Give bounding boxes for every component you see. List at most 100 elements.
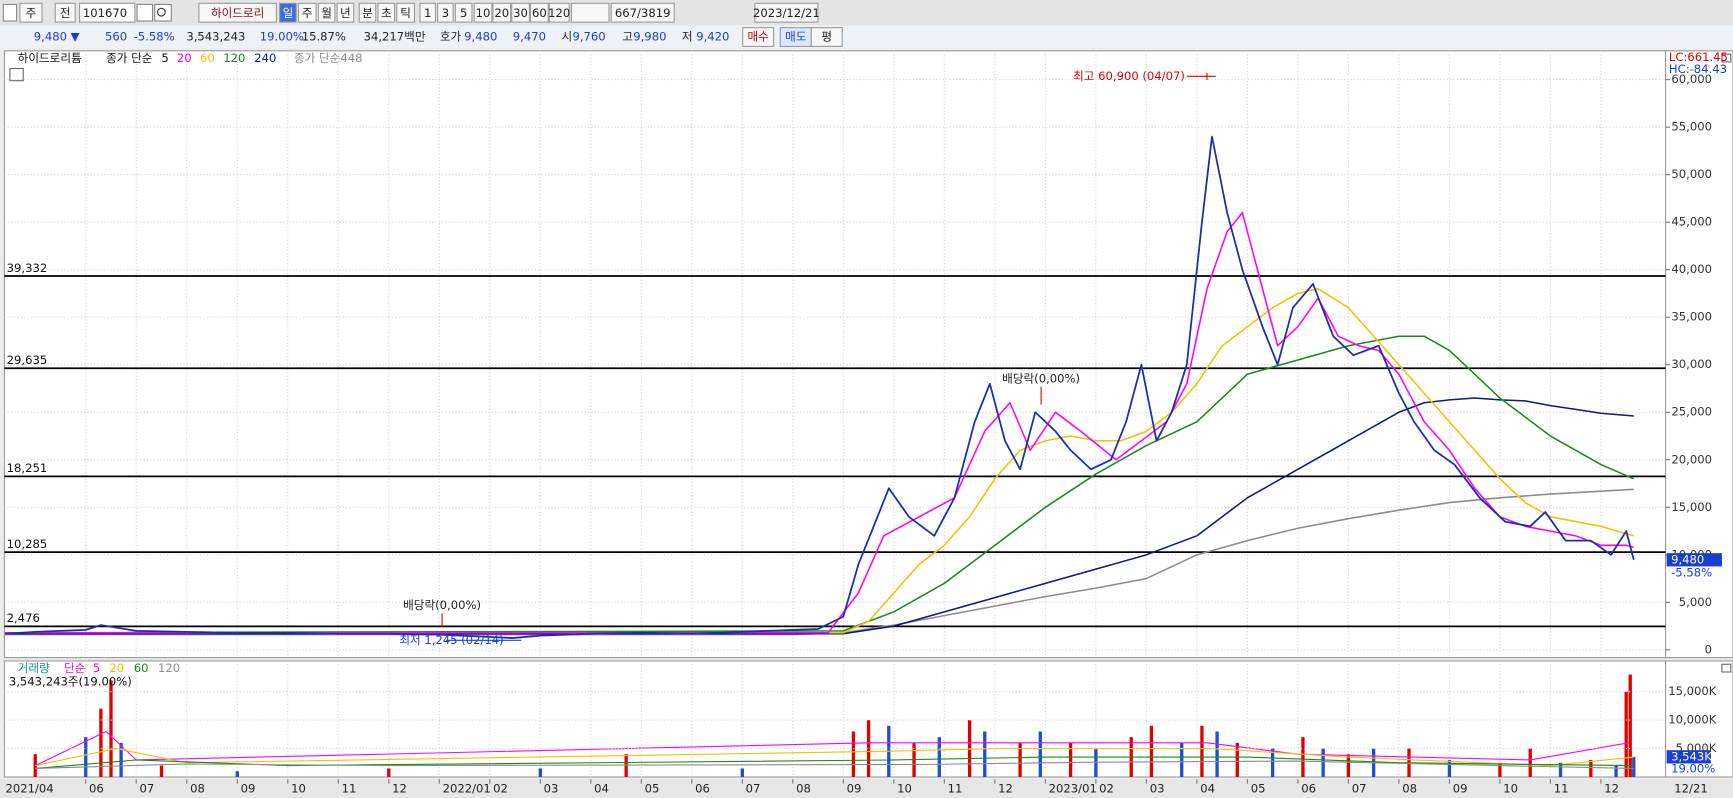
level-label: 18,251	[7, 461, 48, 475]
legend-prefix: 단순	[64, 661, 86, 675]
y-tick-label: 30,000	[1671, 357, 1712, 371]
toolbar-label: 60	[532, 6, 547, 20]
window-icon[interactable]	[2, 3, 18, 22]
toolbar-button[interactable]	[511, 2, 530, 23]
toolbar-label: 30	[513, 6, 528, 20]
volume-bar	[1321, 748, 1325, 777]
legend-entry: 120	[223, 51, 245, 65]
info-value: 3,543,243	[186, 30, 245, 44]
info-value: -5.58%	[134, 30, 175, 44]
x-tick-label: 12	[1604, 782, 1619, 796]
volume-bar	[1215, 731, 1219, 777]
legend-entry: 120	[158, 661, 180, 675]
toolbar-button[interactable]	[492, 2, 512, 23]
toolbar-label: 초	[381, 6, 392, 20]
x-tick-label: 08	[796, 782, 811, 796]
y-tick-label: 0	[1705, 642, 1712, 656]
toolbar-button[interactable]	[529, 2, 549, 23]
y-tick-label: 5,000	[1679, 595, 1712, 609]
toolbar-label: 10	[476, 6, 491, 20]
volume-bar	[1558, 762, 1563, 777]
toolbar-button[interactable]	[358, 2, 377, 23]
lc-label: LC:661.45	[1669, 50, 1728, 64]
volume-tag-label: 3,543K	[1671, 749, 1712, 763]
x-tick-label: 10	[897, 782, 912, 796]
info-value: 9,480	[464, 30, 497, 44]
volume-ma-line	[35, 760, 1634, 770]
y-tick-label: 60,000	[1671, 72, 1712, 86]
volume-bar	[1038, 731, 1042, 777]
pane-close-icon[interactable]	[1721, 663, 1732, 673]
x-tick-label: 11	[342, 782, 357, 796]
toolbar-button[interactable]	[279, 2, 297, 23]
volume-bar	[1180, 742, 1184, 777]
toolbar-button[interactable]	[297, 2, 317, 23]
toolbar-button[interactable]	[317, 2, 336, 23]
toolbar-button[interactable]	[473, 2, 493, 23]
pane-close-icon[interactable]	[1721, 53, 1732, 63]
toolbar-button[interactable]	[19, 2, 43, 23]
search-button[interactable]	[136, 3, 154, 22]
volume-bar	[159, 765, 164, 777]
toolbar-label: 하이드로리	[211, 6, 264, 20]
chart-menu-icon[interactable]	[9, 67, 24, 82]
toolbar-button[interactable]	[548, 2, 570, 23]
toolbar-button[interactable]	[198, 2, 277, 23]
x-tick-label: 06	[89, 782, 104, 796]
level-label: 2,476	[7, 611, 40, 625]
order-button[interactable]	[742, 27, 775, 47]
toolbar-label: 주	[302, 6, 313, 20]
toolbar-button[interactable]	[419, 2, 437, 23]
volume-tag	[1666, 750, 1711, 764]
annotation: 배당락(0,00%)	[1002, 372, 1080, 386]
volume-bar	[1018, 742, 1022, 777]
x-start-label: 2021/04	[6, 782, 54, 796]
toolbar-button[interactable]	[396, 2, 416, 23]
x-tick-label: 08	[190, 782, 205, 796]
toolbar-button[interactable]	[54, 2, 76, 23]
volume-bar	[1270, 748, 1275, 777]
toolbar-button[interactable]	[754, 2, 819, 23]
toolbar-button[interactable]	[610, 2, 675, 23]
volume-bar	[538, 768, 542, 777]
info-value: 15.87%	[302, 30, 346, 44]
price-tag-label: 9,480	[1671, 552, 1704, 566]
x-tick-label: 06	[1301, 782, 1316, 796]
volume-bar	[866, 720, 871, 777]
volume-bar	[1589, 759, 1593, 777]
x-tick-label: 12	[392, 782, 407, 796]
info-value: 19.00%	[260, 30, 304, 44]
volume-bar	[99, 708, 103, 777]
toolbar-button[interactable]	[437, 2, 454, 23]
y-tick-label: 45,000	[1671, 215, 1712, 229]
volume-bar	[1149, 725, 1154, 777]
volume-ma-line	[35, 730, 1629, 767]
info-value: 시	[561, 30, 572, 44]
toolbar-label: 틱	[400, 6, 411, 20]
order-button[interactable]	[810, 27, 843, 47]
toolbar-button[interactable]	[336, 2, 355, 23]
x-tick-label: 11	[1554, 782, 1569, 796]
y-tick-label: 25,000	[1671, 405, 1712, 419]
legend-entry: 5	[161, 51, 168, 65]
x-tick-label: 10	[291, 782, 306, 796]
toolbar-button[interactable]	[454, 2, 473, 23]
x-axis-strip	[0, 779, 1733, 798]
x-tick-label: 07	[1352, 782, 1367, 796]
info-value: 호가	[440, 30, 462, 44]
toolbar-label: 101670	[83, 6, 127, 20]
legend-title: 거래량	[18, 661, 50, 675]
volume-bar	[1346, 754, 1351, 777]
blank-field[interactable]	[570, 2, 610, 23]
toolbar-label: 3	[442, 6, 449, 20]
volume-bar	[937, 737, 941, 777]
info-value: 평	[821, 30, 832, 44]
toolbar-button[interactable]	[377, 2, 396, 23]
legend-entry: 20	[109, 661, 124, 675]
x-tick-label: 11	[948, 782, 963, 796]
volume-bar	[1498, 762, 1502, 777]
volume-bar	[1614, 765, 1618, 777]
toolbar-button[interactable]	[79, 2, 136, 23]
toolbar-label: 120	[548, 6, 570, 20]
